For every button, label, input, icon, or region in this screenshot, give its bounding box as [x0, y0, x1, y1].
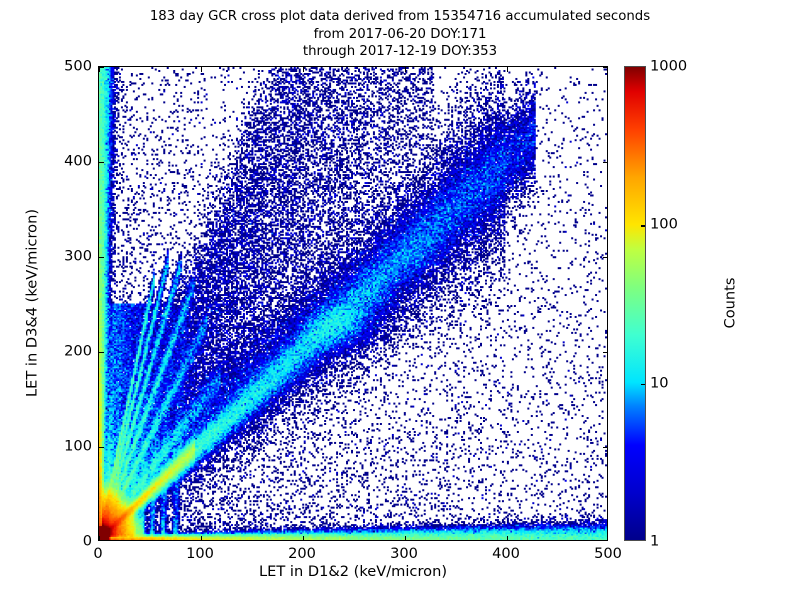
x-tick-label: 500: [594, 545, 622, 562]
colorbar-label: Counts: [721, 277, 739, 329]
y-tick: [99, 447, 104, 449]
plot-area: [98, 66, 608, 541]
colorbar-gradient: [625, 67, 645, 540]
y-tick-label: 100: [64, 437, 92, 455]
y-tick-right: [602, 352, 607, 354]
x-tick-label: 300: [390, 545, 418, 562]
y-tick-label: 200: [64, 342, 92, 360]
y-tick: [99, 162, 104, 164]
x-tick-top: [405, 67, 407, 72]
x-tick: [507, 535, 509, 540]
x-tick-top: [201, 67, 203, 72]
colorbar-tick-label: 10: [650, 374, 669, 392]
scatter-density-canvas: [99, 67, 607, 540]
y-axis-label: LET in D3&4 (keV/micron): [23, 208, 41, 398]
y-tick-label: 400: [64, 152, 92, 170]
x-tick-label: 200: [288, 545, 316, 562]
x-tick: [201, 535, 203, 540]
y-tick-right: [602, 257, 607, 259]
x-tick-label: 400: [492, 545, 520, 562]
chart-title: 183 day GCR cross plot data derived from…: [0, 8, 800, 61]
chart-title-line-1: 183 day GCR cross plot data derived from…: [149, 9, 651, 24]
y-tick: [99, 67, 104, 69]
x-tick: [99, 535, 101, 540]
x-tick-label: 0: [93, 545, 103, 562]
x-tick-top: [507, 67, 509, 72]
chart-title-line-2: from 2017-06-20 DOY:171: [313, 26, 487, 42]
colorbar-tick-label: 1: [650, 532, 660, 550]
x-tick-top: [99, 67, 101, 72]
y-tick-right: [602, 67, 607, 69]
y-tick-right: [602, 162, 607, 164]
y-tick: [99, 352, 104, 354]
y-tick-label: 0: [82, 532, 92, 550]
colorbar-tick-label: 1000: [650, 57, 688, 75]
x-tick-label: 100: [186, 545, 214, 562]
colorbar-tick-label: 100: [650, 215, 678, 233]
colorbar-tick: [641, 383, 645, 385]
chart-title-line-3: through 2017-12-19 DOY:353: [302, 44, 498, 59]
x-tick: [405, 535, 407, 540]
y-tick-label: 500: [64, 57, 92, 75]
y-tick: [99, 257, 104, 259]
colorbar: [624, 66, 646, 541]
x-axis-label: LET in D1&2 (keV/micron): [258, 563, 448, 580]
colorbar-tick: [641, 225, 645, 227]
y-tick-right: [602, 447, 607, 449]
x-tick-top: [303, 67, 305, 72]
x-tick: [303, 535, 305, 540]
y-tick-label: 300: [64, 247, 92, 265]
